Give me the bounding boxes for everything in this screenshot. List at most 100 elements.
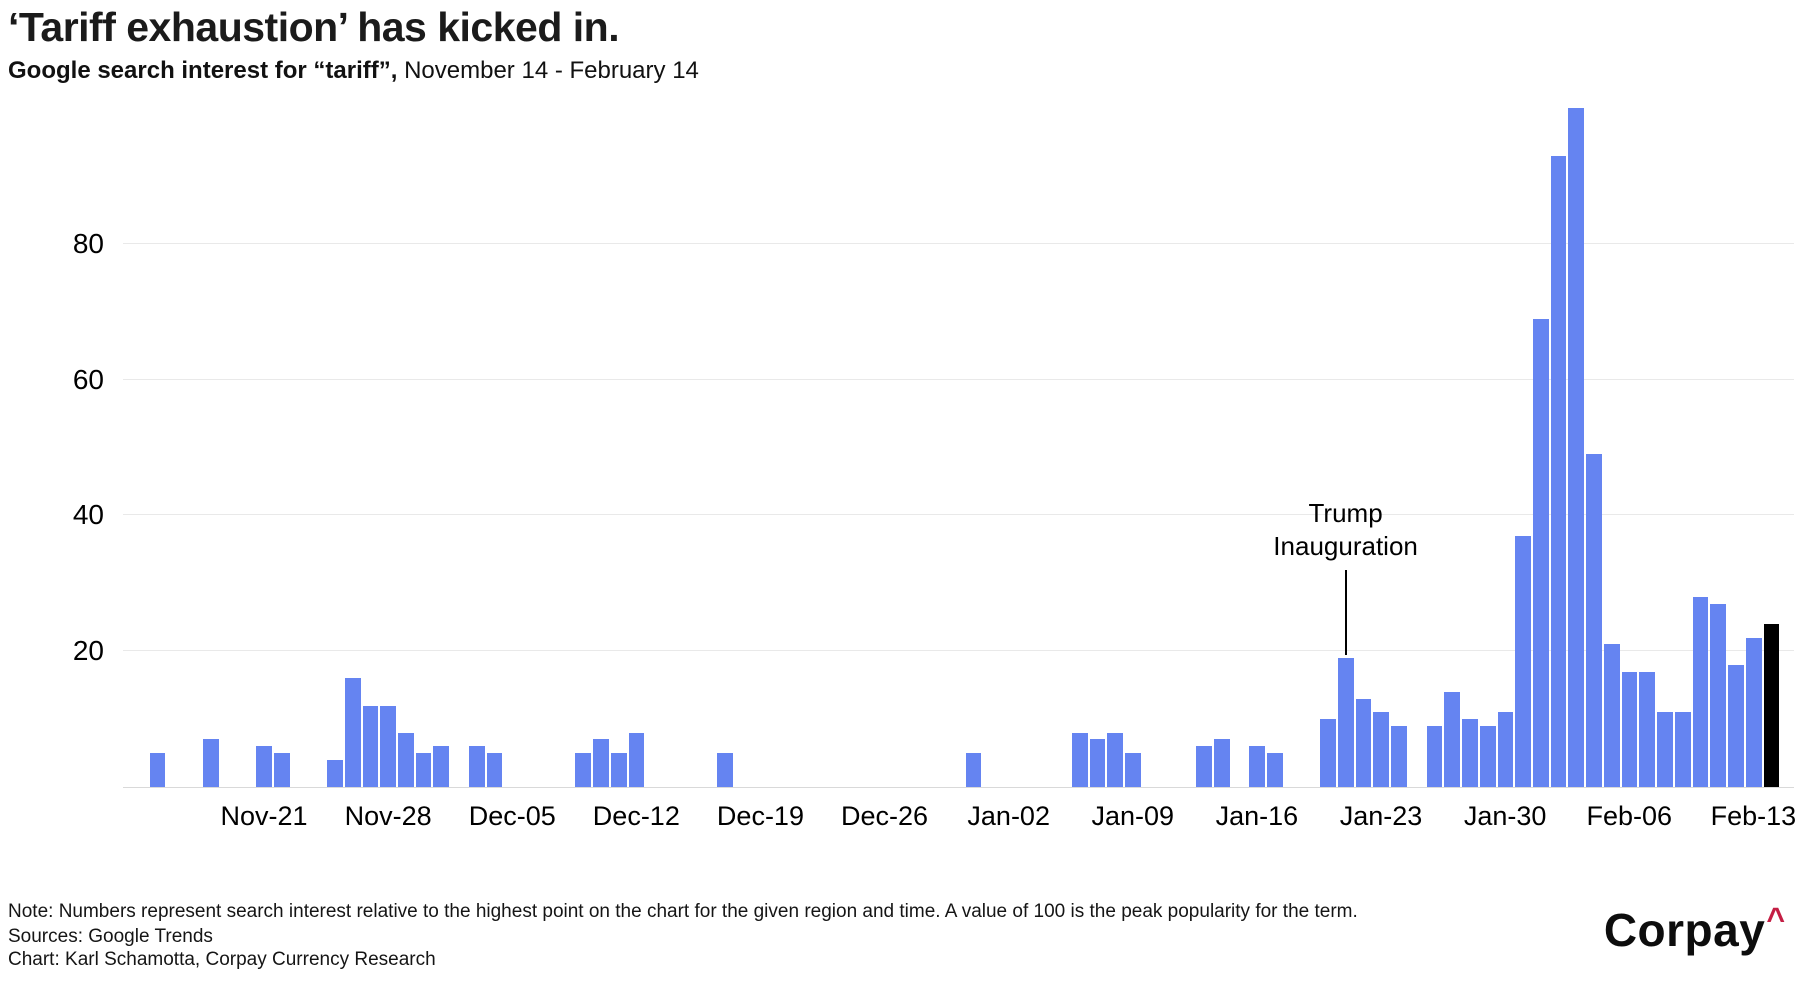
y-axis: 20 40 60 80 <box>0 108 104 787</box>
bar-slot-Jan-16 <box>1248 108 1266 787</box>
bar-slot-Jan-19 <box>1301 108 1319 787</box>
annotation-text: Trump Inauguration <box>1176 497 1516 562</box>
bar-Nov-25 <box>327 759 343 787</box>
bar-slot-Jan-22 <box>1355 108 1373 787</box>
bar-slot-Feb-08 <box>1656 108 1674 787</box>
bar-Feb-11 <box>1710 603 1727 787</box>
bar-slot-Dec-26 <box>876 108 894 787</box>
bar-Dec-11 <box>610 753 627 787</box>
bar-slot-Dec-09 <box>574 108 592 787</box>
bar-slot-Dec-14 <box>663 108 681 787</box>
bar-Jan-14 <box>1213 739 1230 787</box>
bar-slot-Jan-20 <box>1319 108 1337 787</box>
bar-slot-Nov-27 <box>362 108 380 787</box>
bar-slot-Feb-02 <box>1550 108 1568 787</box>
bar-Jan-07 <box>1089 739 1106 787</box>
bar-Jan-24 <box>1391 725 1407 787</box>
bar-slot-Dec-11 <box>610 108 628 787</box>
bar-slot-Dec-10 <box>592 108 610 787</box>
bar-Nov-22 <box>273 753 290 787</box>
bar-Dec-12 <box>628 732 645 787</box>
bar-slot-Feb-11 <box>1709 108 1727 787</box>
annotation-line2: Inauguration <box>1273 530 1418 561</box>
x-tick-label-Nov-21: Nov-21 <box>220 801 308 831</box>
bar-slot-Dec-07 <box>539 108 557 787</box>
bar-Feb-07 <box>1639 671 1656 787</box>
x-tick-label-Feb-13: Feb-13 <box>1710 801 1797 831</box>
bar-slot-Nov-19 <box>220 108 238 787</box>
bar-Jan-06 <box>1071 732 1088 787</box>
bar-slot-Jan-01 <box>982 108 1000 787</box>
bar-slot-Dec-05 <box>503 108 521 787</box>
bar-slot-Jan-08 <box>1106 108 1124 787</box>
gridline-40 <box>123 514 1794 516</box>
bar-slot-Jan-05 <box>1053 108 1071 787</box>
bar-slot-Dec-18 <box>734 108 752 787</box>
bar-Feb-04 <box>1586 454 1602 787</box>
bar-Jan-28 <box>1462 719 1478 787</box>
bar-slot-Dec-24 <box>840 108 858 787</box>
bar-Feb-14 <box>1763 624 1780 787</box>
bar-slot-Jan-28 <box>1461 108 1479 787</box>
bar-Dec-10 <box>593 739 609 787</box>
bar-slot-Feb-06 <box>1621 108 1639 787</box>
bar-slot-Nov-17 <box>184 108 202 787</box>
gridline-20 <box>123 650 1794 652</box>
bar-slot-Dec-23 <box>823 108 841 787</box>
x-tick-label-Jan-30: Jan-30 <box>1463 801 1547 831</box>
bar-Jan-09 <box>1125 753 1141 787</box>
bar-Jan-21 <box>1337 658 1354 787</box>
bar-slot-Jan-10 <box>1142 108 1160 787</box>
bar-slot-Dec-19 <box>752 108 770 787</box>
bar-Dec-31 <box>965 753 982 787</box>
bar-slot-Jan-04 <box>1035 108 1053 787</box>
bar-slot-Jan-12 <box>1177 108 1195 787</box>
bar-Jan-31 <box>1515 535 1532 787</box>
bar-Jan-20 <box>1320 719 1336 787</box>
y-tick-label-40: 40 <box>72 499 104 531</box>
chart-title: ‘Tariff exhaustion’ has kicked in. <box>8 4 620 50</box>
bar-slot-Jan-24 <box>1390 108 1408 787</box>
bar-slot-Nov-28 <box>379 108 397 787</box>
bar-slot-Feb-07 <box>1638 108 1656 787</box>
bar-slot-Nov-25 <box>326 108 344 787</box>
x-tick-label-Jan-02: Jan-02 <box>967 801 1050 831</box>
bar-Jan-26 <box>1426 725 1443 787</box>
bar-slot-Dec-02 <box>450 108 468 787</box>
bar-Jan-29 <box>1479 725 1496 787</box>
corpay-logo: Corpay ^ <box>1603 901 1785 957</box>
bar-slot-Nov-21 <box>255 108 273 787</box>
bar-Nov-28 <box>380 705 397 787</box>
bar-Jan-17 <box>1267 753 1283 787</box>
bar-Dec-01 <box>433 746 450 787</box>
bar-series <box>131 108 1780 787</box>
bar-slot-Dec-31 <box>965 108 983 787</box>
bar-slot-Dec-20 <box>769 108 787 787</box>
bar-slot-Nov-29 <box>397 108 415 787</box>
bar-slot-Dec-30 <box>947 108 965 787</box>
subtitle-bold: Google search interest for “tariff”, <box>8 57 398 84</box>
bar-Nov-21 <box>256 746 272 787</box>
credit-line: Chart: Karl Schamotta, Corpay Currency R… <box>8 949 436 970</box>
bar-Feb-13 <box>1745 637 1762 787</box>
bar-Nov-30 <box>415 753 432 787</box>
bar-slot-Nov-16 <box>166 108 184 787</box>
bar-Nov-18 <box>202 739 219 787</box>
bar-slot-Nov-30 <box>415 108 433 787</box>
bar-Jan-16 <box>1249 746 1265 787</box>
bar-slot-Nov-18 <box>202 108 220 787</box>
x-tick-label-Dec-12: Dec-12 <box>592 801 680 831</box>
annotation-line1: Trump <box>1308 498 1383 528</box>
x-tick-label-Dec-05: Dec-05 <box>468 801 556 831</box>
bar-Jan-23 <box>1373 712 1390 787</box>
bar-Nov-29 <box>398 732 414 787</box>
bar-slot-Nov-14 <box>131 108 149 787</box>
corpay-logo-text: Corpay <box>1603 904 1766 956</box>
bar-slot-Dec-06 <box>521 108 539 787</box>
bar-slot-Jan-11 <box>1160 108 1178 787</box>
bar-slot-Nov-26 <box>344 108 362 787</box>
bar-slot-Feb-09 <box>1674 108 1692 787</box>
corpay-logo-caret-icon: ^ <box>1766 901 1785 937</box>
annotation-pointer-line <box>1344 570 1347 655</box>
